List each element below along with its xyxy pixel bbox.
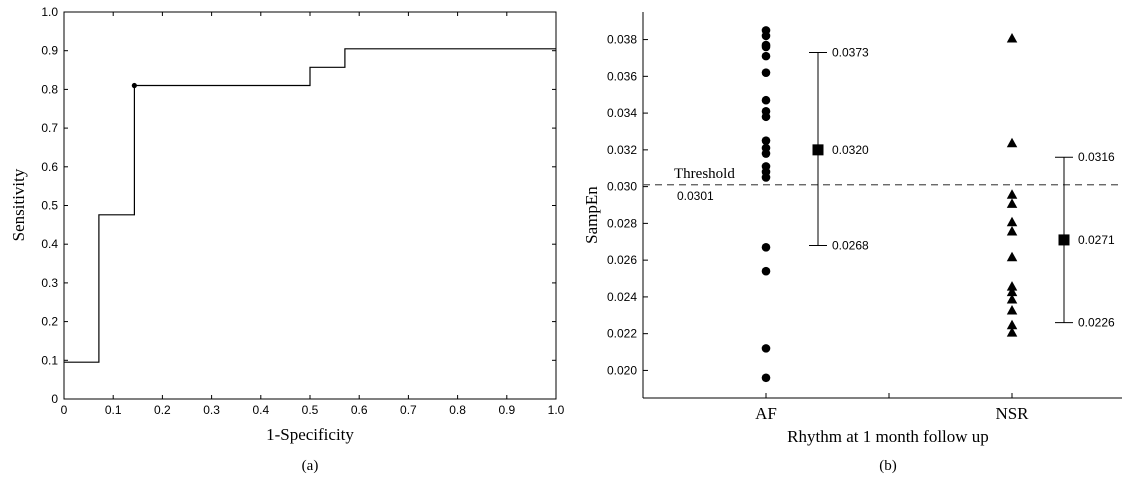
panel-a-roc-chart: 0 0.1 0.2 0.3 0.4 0.5 0.6 0.7 0.8 0.9 1.0 0 0.1 0.2 0.… — [9, 5, 565, 474]
upper-value-label: 0.0316 — [1078, 150, 1115, 164]
y-tick-label-b: 0.026 — [607, 253, 637, 267]
y-tick-label-b: 0.024 — [607, 290, 637, 304]
y-tick-label-b: 0.036 — [607, 69, 637, 83]
y-tick-label-a: 0.4 — [41, 237, 58, 251]
panel-b-scatter-chart: 0.020 0.022 0.024 0.026 0.028 0.030 0.032 0.034… — [582, 12, 1122, 474]
y-tick-label-b: 0.032 — [607, 143, 637, 157]
nsr-data-point — [1006, 286, 1018, 297]
x-tick-label-a: 0.8 — [449, 403, 466, 417]
nsr-data-point — [1006, 251, 1018, 262]
nsr-data-point — [1006, 137, 1018, 148]
upper-value-label: 0.0373 — [832, 45, 869, 59]
y-tick-label-a: 0.3 — [41, 276, 58, 290]
af-data-point — [761, 344, 771, 353]
af-data-point — [761, 266, 771, 276]
af-data-point — [761, 68, 771, 77]
af-data-point — [761, 95, 771, 105]
x-tick-label-a: 0.3 — [203, 403, 220, 417]
x-tick-label-a: 0.1 — [105, 403, 122, 417]
af-data-point — [761, 373, 771, 383]
nsr-data-point — [1006, 198, 1018, 208]
x-tick-label-a: 0 — [61, 403, 68, 417]
y-tick-label-a: 0.8 — [41, 82, 58, 96]
nsr-data-point — [1006, 33, 1018, 43]
axis-ticks-a: 0 0.1 0.2 0.3 0.4 0.5 0.6 0.7 0.8 0.9 1.0 0 0.1 0.2 0.… — [41, 5, 564, 417]
x-tick-label-a: 0.2 — [154, 403, 171, 417]
lower-value-label: 0.0226 — [1078, 316, 1115, 330]
y-tick-label-b: 0.020 — [607, 363, 637, 377]
nsr-data-point — [1006, 305, 1018, 315]
lower-value-label: 0.0268 — [832, 238, 869, 252]
af-data-point — [761, 42, 771, 52]
af-data-point — [761, 136, 771, 145]
scatter-marks — [761, 26, 1018, 383]
roc-step-curve — [64, 48, 556, 363]
y-tick-label-a: 0 — [51, 392, 58, 406]
y-tick-label-b: 0.022 — [607, 327, 637, 341]
af-data-point — [761, 149, 771, 158]
y-tick-label-a: 0.9 — [41, 44, 58, 58]
af-data-point — [761, 242, 771, 252]
mean-marker — [812, 144, 824, 156]
x-axis-label-b: Rhythm at 1 month follow up — [787, 427, 989, 446]
x-tick-label-a: 0.7 — [400, 403, 417, 417]
threshold-value-label: 0.0301 — [677, 189, 714, 203]
y-tick-label-a: 0.2 — [41, 315, 58, 329]
nsr-data-point — [1006, 226, 1018, 236]
y-tick-label-b: 0.034 — [607, 106, 637, 120]
y-tick-label-a: 0.5 — [41, 199, 58, 213]
x-tick-label-a: 0.9 — [498, 403, 515, 417]
mean-value-label: 0.0271 — [1078, 233, 1115, 247]
af-data-point — [761, 112, 771, 122]
af-data-point — [761, 31, 771, 41]
y-tick-label-a: 0.7 — [41, 121, 58, 135]
x-tick-label-a: 0.6 — [351, 403, 368, 417]
nsr-data-point — [1006, 189, 1018, 199]
nsr-data-point — [1006, 319, 1018, 330]
summary-error-bars: 0.0373 0.0320 0.0268 0.0316 0.0271 0.0226 — [809, 45, 1115, 330]
x-tick-label-a: 0.5 — [302, 403, 319, 417]
axis-ticks-b: 0.020 0.022 0.024 0.026 0.028 0.030 0.032 0.034… — [607, 33, 1029, 423]
y-axis-label-b: SampEn — [582, 186, 601, 244]
x-tick-label-a: 1.0 — [548, 403, 565, 417]
threshold-label: Threshold — [674, 166, 735, 182]
category-label: AF — [755, 404, 777, 423]
nsr-data-point — [1006, 216, 1018, 227]
y-tick-label-b: 0.028 — [607, 216, 637, 230]
nsr-data-point — [1006, 294, 1018, 304]
y-tick-label-b: 0.030 — [607, 180, 637, 194]
af-data-point — [761, 51, 771, 61]
y-tick-label-a: 1.0 — [41, 5, 58, 19]
x-tick-label-a: 0.4 — [252, 403, 269, 417]
x-axis-label-a: 1-Specificity — [266, 425, 354, 444]
panel-label-a: (a) — [302, 458, 319, 474]
y-axis-label-a: Sensitivity — [9, 168, 28, 241]
y-tick-label-a: 0.6 — [41, 160, 58, 174]
mean-value-label: 0.0320 — [832, 143, 869, 157]
category-label: NSR — [995, 404, 1029, 423]
af-data-point — [761, 173, 771, 182]
panel-label-b: (b) — [879, 458, 897, 474]
mean-marker — [1058, 234, 1070, 246]
y-tick-label-b: 0.038 — [607, 33, 637, 47]
y-tick-label-a: 0.1 — [41, 353, 58, 367]
roc-operating-point — [131, 82, 137, 89]
nsr-data-point — [1006, 327, 1018, 337]
nsr-data-point — [1006, 281, 1018, 291]
